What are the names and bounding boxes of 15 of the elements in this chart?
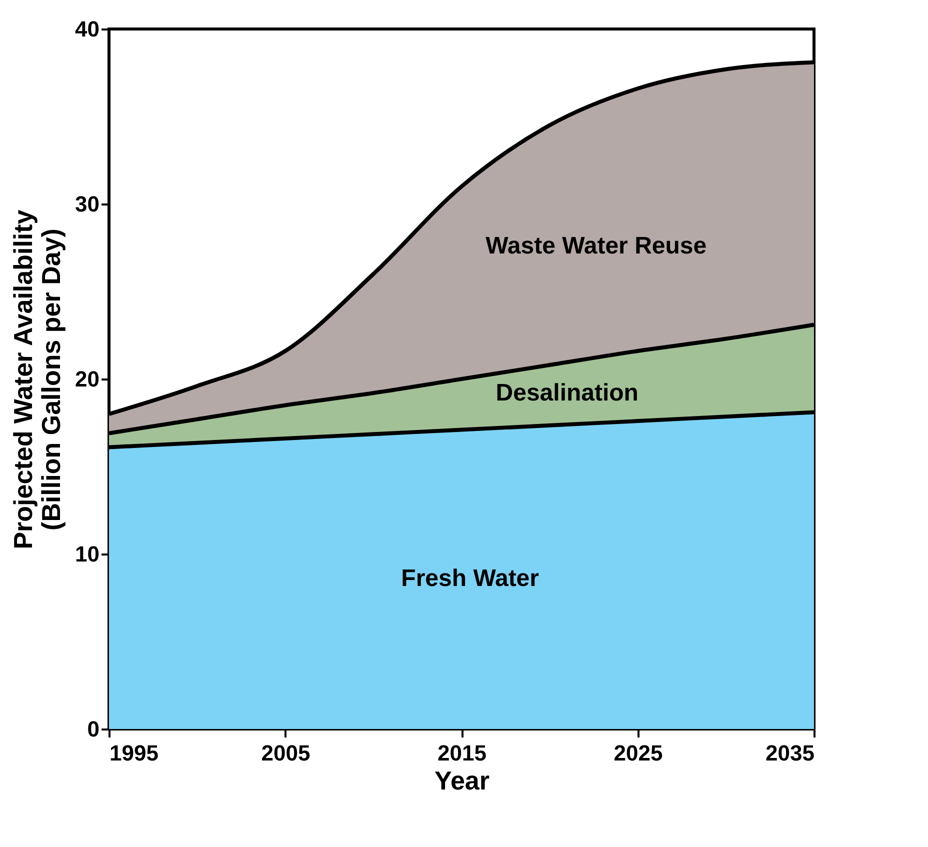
x-axis-title: Year (434, 766, 490, 796)
series-label: Waste Water Reuse (486, 232, 707, 260)
x-tick-label: 2035 (766, 740, 814, 766)
x-tick-label: 2025 (614, 740, 663, 766)
y-tick-label: 0 (87, 716, 100, 742)
y-tick-label: 40 (75, 16, 100, 42)
y-tick-label: 10 (75, 542, 100, 566)
y-axis-title: Projected Water Availability (Billion Gallons per Day) (8, 209, 66, 550)
x-tick-label: 1995 (110, 740, 158, 766)
x-tick-label: 2005 (261, 740, 310, 766)
series-label: Fresh Water (401, 565, 539, 592)
series-label: Desalination (496, 380, 638, 407)
y-tick-label: 20 (75, 366, 100, 392)
y-tick-label: 30 (75, 192, 100, 216)
x-tick-label: 2015 (438, 740, 486, 766)
